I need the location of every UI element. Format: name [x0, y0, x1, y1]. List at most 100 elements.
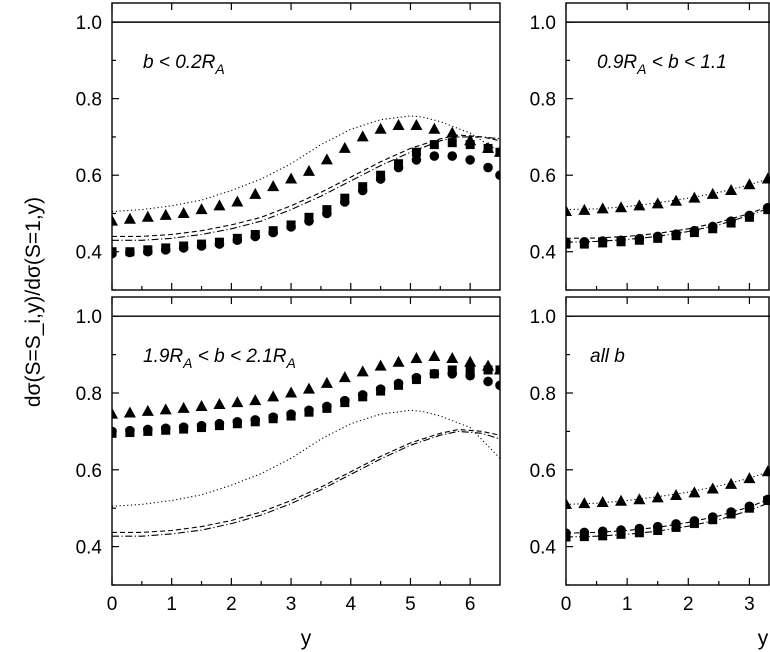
panel-top-right: 0.4 0.6 0.8 1.0 0.9RA < b < 1.1 [530, 2, 770, 291]
x-tick-label: 0 [561, 594, 572, 615]
circle-marker [411, 155, 422, 165]
circle-marker [465, 370, 475, 381]
triangle-marker [320, 153, 333, 165]
panel-frame [565, 296, 770, 586]
y-tick-label: 0.8 [530, 384, 556, 405]
circle-marker [340, 197, 350, 207]
triangle-marker [195, 203, 208, 215]
y-tick-label: 0.6 [76, 461, 102, 482]
y-tick-label: 0.6 [530, 166, 556, 187]
triangle-marker [159, 403, 172, 415]
y-tick-label: 0.4 [76, 538, 103, 559]
triangle-marker [302, 382, 315, 394]
y-tick-label: 1.0 [530, 13, 556, 34]
dashdot-curve [112, 136, 500, 241]
dotted-curve [566, 177, 770, 211]
triangle-marker [267, 390, 280, 402]
y-tick-label: 0.6 [530, 461, 556, 482]
circle-marker [196, 420, 207, 431]
x-axis-title: y [301, 627, 312, 650]
x-tick-label: 2 [226, 594, 237, 615]
circle-marker [286, 409, 296, 419]
triangle-marker [670, 489, 683, 501]
circle-marker [375, 384, 386, 394]
dotted-curve [566, 470, 770, 505]
circle-marker [634, 233, 645, 244]
panel-label: 0.9RA < b < 1.1 [597, 52, 727, 77]
panel-bottom-right: 0.4 0.6 0.8 1.0 0 1 2 3y all b [530, 296, 770, 650]
panel-label: all b [590, 346, 625, 367]
panel-label: 1.9RA < b < 2.1RA [143, 346, 296, 371]
square-marker [465, 140, 475, 150]
triangle-marker [123, 212, 136, 224]
square-marker [483, 143, 493, 153]
triangle-marker [633, 199, 646, 211]
dashdot-curve [566, 501, 770, 538]
circle-marker [652, 521, 663, 532]
triangle-marker [195, 399, 208, 411]
triangle-marker [123, 406, 136, 418]
series-group [566, 465, 770, 542]
circle-marker [357, 390, 368, 400]
x-tick-label: 3 [744, 594, 755, 615]
circle-marker [495, 170, 500, 180]
triangle-marker [464, 355, 477, 367]
triangle-marker [112, 214, 118, 226]
dashed-curve [112, 428, 500, 533]
triangle-marker [725, 477, 738, 489]
panel-frame [565, 2, 770, 291]
triangle-marker [743, 178, 756, 190]
dashdot-curve [566, 207, 770, 243]
triangle-marker [688, 486, 701, 498]
triangle-marker [633, 493, 646, 505]
circle-marker [178, 422, 189, 432]
circle-marker [160, 423, 171, 434]
triangle-marker [706, 482, 719, 494]
triangle-marker [320, 376, 333, 388]
triangle-marker [302, 164, 315, 176]
circle-marker [160, 245, 171, 255]
triangle-marker [410, 118, 423, 130]
series-group [112, 115, 500, 259]
triangle-marker [374, 359, 387, 371]
triangle-marker [177, 206, 190, 218]
triangle-marker [566, 205, 572, 217]
y-tick-label: 0.4 [530, 538, 557, 559]
circle-marker [744, 501, 755, 512]
triangle-marker [578, 497, 591, 509]
dotted-curve [112, 409, 500, 507]
circle-marker [268, 412, 278, 422]
triangle-marker [374, 122, 387, 134]
x-tick-label: 4 [345, 594, 356, 615]
y-tick-label: 1.0 [530, 307, 556, 328]
triangle-marker [578, 203, 591, 215]
triangle-marker [141, 210, 154, 222]
circle-marker [375, 174, 386, 184]
triangle-marker [446, 351, 459, 363]
square-marker [495, 365, 500, 375]
circle-marker [322, 208, 332, 219]
circle-marker [447, 151, 458, 161]
y-tick-label: 0.6 [76, 166, 102, 187]
triangle-marker [356, 130, 369, 142]
panel-top-left: 0.4 0.6 0.8 1.0 b < 0.2RA [76, 2, 501, 291]
triangle-marker [743, 472, 756, 484]
triangle-marker [688, 191, 701, 203]
dashed-curve [566, 205, 770, 239]
triangle-marker [231, 195, 244, 207]
circle-marker [429, 151, 440, 161]
square-marker [411, 147, 421, 157]
panel-frame [111, 296, 501, 586]
x-axis-title: y [758, 627, 769, 650]
x-tick-label: 6 [465, 594, 476, 615]
circle-marker [214, 418, 225, 429]
triangle-marker [410, 351, 423, 363]
circle-marker [447, 369, 458, 379]
circle-marker [762, 494, 770, 505]
x-tick-label: 0 [107, 594, 118, 615]
circle-marker [304, 405, 314, 416]
circle-marker [483, 376, 493, 387]
triangle-marker [249, 187, 262, 199]
y-tick-label: 0.4 [76, 243, 103, 264]
